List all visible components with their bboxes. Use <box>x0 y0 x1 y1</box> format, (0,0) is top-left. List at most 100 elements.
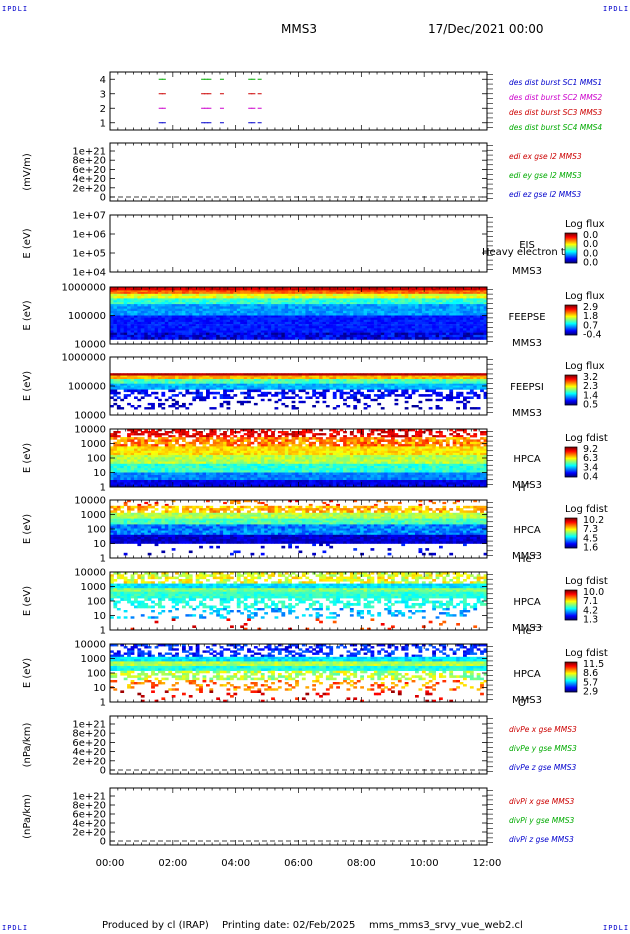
eis-ylabel: E (eV) <box>22 228 33 258</box>
feeps_e-cell <box>459 324 464 327</box>
feeps_i-cell <box>216 385 220 388</box>
feeps_e-cell <box>288 328 292 331</box>
feeps_e-cell <box>260 326 265 329</box>
feeps_i-colorbar-cell <box>565 386 577 388</box>
feeps_e-cell <box>329 296 334 299</box>
feeps_e-cell <box>230 306 234 309</box>
feeps_e-cell <box>322 306 327 309</box>
feeps_e-cell <box>192 296 197 299</box>
feeps_e-cell <box>459 328 464 331</box>
feeps_e-cell <box>277 324 282 327</box>
feeps_i-cell <box>404 400 409 404</box>
feeps_e-cell <box>253 317 258 320</box>
feeps_e-cell <box>134 298 138 301</box>
feeps_i-cell <box>171 379 176 382</box>
feeps_e-cell <box>370 290 375 293</box>
feeps_e-cell <box>377 296 382 299</box>
feeps_i-cell <box>140 389 145 393</box>
feeps_i-cell <box>288 375 292 378</box>
hpca_h-cell <box>178 437 183 440</box>
feeps_i-cell <box>281 402 286 406</box>
feeps_e-cell <box>130 306 135 309</box>
feeps_e-cell <box>343 313 347 316</box>
feeps_i-cell <box>140 375 145 378</box>
feeps_e-cell <box>243 321 248 325</box>
feeps_e-cell <box>240 287 244 289</box>
feeps_i-cell <box>206 391 210 395</box>
feeps_e-cell <box>151 310 155 314</box>
feeps_e-cell <box>428 313 433 316</box>
feeps_i-cell <box>463 402 467 406</box>
feeps_e-cell <box>154 288 159 291</box>
feeps_e-cell <box>305 288 310 291</box>
feeps_i-cell <box>439 383 443 386</box>
feeps_e-cell <box>127 310 131 314</box>
feeps_e-cell <box>452 317 457 320</box>
feeps_i-cell <box>432 375 436 378</box>
feeps_i-cell <box>240 373 244 376</box>
feeps_e-cell <box>130 300 135 303</box>
feeps_i-cell <box>298 396 303 399</box>
feeps_e-cell <box>226 298 231 301</box>
feeps_e-cell <box>226 300 231 303</box>
hpca_h-cell <box>305 429 310 432</box>
hpca_h-cell <box>113 433 118 436</box>
feeps_e-cell <box>206 288 210 291</box>
feeps_e-cell <box>308 308 313 312</box>
feeps_e-cell <box>428 293 433 297</box>
feeps_e-cell <box>260 290 265 293</box>
edi-ytick-label: 4e+20 <box>72 174 106 185</box>
feeps_i-cell <box>216 377 220 380</box>
feeps_i-cell <box>219 381 224 384</box>
feeps_e-cell <box>367 302 371 305</box>
feeps_e-cell <box>363 302 368 305</box>
feeps_e-cell <box>315 306 320 309</box>
feeps_e-cell <box>305 337 310 340</box>
feeps_e-cell <box>154 337 159 340</box>
feeps_e-cell <box>418 296 423 299</box>
feeps_i-cell <box>401 394 406 397</box>
feeps_e-cell <box>452 287 457 289</box>
feeps_e-cell <box>445 290 450 293</box>
feeps_e-cell <box>483 306 488 309</box>
feeps_e-cell <box>264 298 268 301</box>
feeps_e-cell <box>356 326 361 329</box>
feeps_i-cell <box>373 394 378 397</box>
feeps_e-cell <box>127 317 131 320</box>
feeps_i-cell <box>339 396 344 399</box>
feeps_e-cell <box>171 288 176 291</box>
feeps_e-cell <box>195 334 200 338</box>
feeps_e-cell <box>349 321 354 325</box>
feeps_i-cell <box>332 394 337 397</box>
feeps_e-cell <box>483 319 488 323</box>
feeps_i-cell <box>418 373 423 376</box>
feeps_e-cell <box>219 302 224 305</box>
feeps_i-cell <box>137 391 142 395</box>
feeps_e-cell <box>411 321 416 325</box>
feeps_e-cell <box>432 332 436 336</box>
feeps_i-cell <box>171 377 176 380</box>
feeps_e-cell <box>182 288 186 291</box>
feeps_e-cell <box>257 304 262 307</box>
feeps_e-cell <box>353 332 358 336</box>
feeps_e-cell <box>199 287 203 289</box>
feeps_e-cell <box>480 324 484 327</box>
feeps_e-cell <box>267 304 272 307</box>
feeps_e-cell <box>236 302 241 305</box>
feeps_e-cell <box>175 304 179 307</box>
feeps_e-cell <box>154 334 159 338</box>
feeps_e-cell <box>178 326 183 329</box>
feeps_i-cell <box>195 389 200 393</box>
feeps_e-cell <box>387 324 392 327</box>
feeps_i-cell <box>312 391 316 395</box>
feeps_i-cell <box>223 379 227 382</box>
feeps_e-cell <box>480 287 484 289</box>
feeps_e-cell <box>459 287 464 289</box>
feeps_i-cell <box>411 375 416 378</box>
feeps_e-cell <box>356 306 361 309</box>
feeps_e-cell <box>137 326 142 329</box>
feeps_e-cell <box>236 332 241 336</box>
eis-colorbar-cell <box>565 246 577 248</box>
feeps_i-cell <box>408 381 412 384</box>
